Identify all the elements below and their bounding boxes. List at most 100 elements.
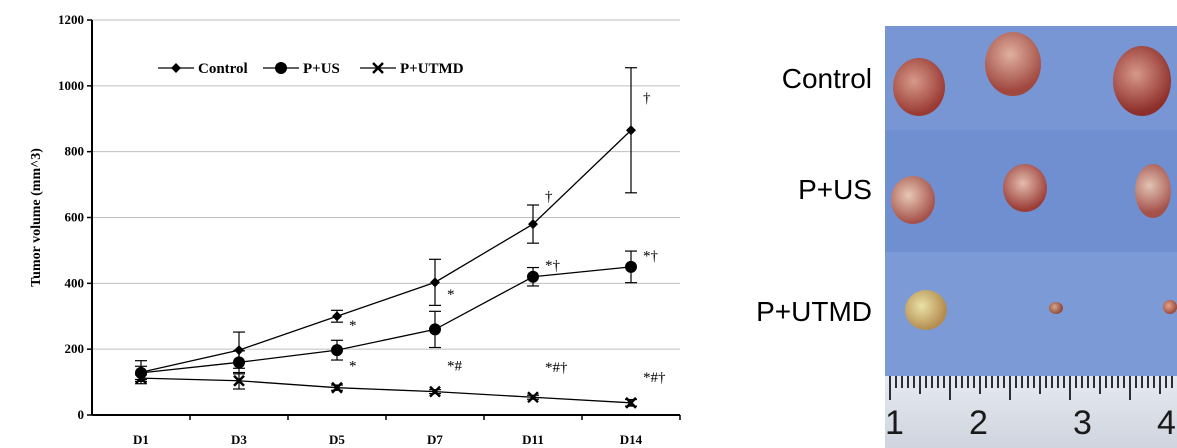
legend-marker-control [171, 63, 181, 73]
ruler-tick [1027, 376, 1029, 388]
data-point-p-utmd [625, 396, 637, 409]
data-point-p-utmd [233, 374, 245, 387]
y-tick-label: 0 [78, 407, 85, 422]
ruler-tick [1033, 376, 1035, 388]
ruler-tick [1165, 376, 1167, 388]
series-line-p-us [140, 266, 632, 374]
significance-mark: *† [545, 258, 561, 274]
ruler-tick [1153, 376, 1155, 388]
ruler-tick [967, 376, 969, 388]
ruler-tick [1141, 376, 1143, 388]
ruler-tick [949, 376, 951, 400]
ruler-tick [1117, 376, 1119, 388]
ruler-tick [1099, 376, 1101, 394]
data-point-control [234, 345, 244, 356]
tumor-p-us-2 [1003, 164, 1047, 212]
ruler-tick [1147, 376, 1149, 388]
marker-stroke [429, 385, 441, 398]
tumor-photograph: 1 2 3 4 [885, 26, 1177, 448]
ruler-tick [919, 376, 921, 394]
ruler-tick [1021, 376, 1023, 388]
ruler-tick [943, 376, 945, 388]
data-point-p-us [527, 270, 539, 283]
ruler-tick [1135, 376, 1137, 388]
marker-stroke [527, 391, 539, 404]
y-tick-label: 1000 [58, 78, 84, 93]
ruler-tick [1015, 376, 1017, 388]
significance-mark: *# [447, 359, 463, 375]
x-tick-label: D5 [329, 432, 345, 447]
ruler-tick [1129, 376, 1131, 400]
series-line-control [140, 129, 632, 373]
significance-mark: *† [643, 248, 659, 264]
data-point-p-us [331, 344, 343, 357]
y-tick-label: 1200 [58, 12, 84, 27]
legend-label-p-utmd: P+UTMD [400, 61, 464, 77]
ruler-tick [901, 376, 903, 388]
data-point-p-us [625, 260, 637, 273]
significance-mark: * [447, 287, 455, 303]
data-point-control [430, 277, 440, 288]
chart-svg: 0 200 400 600 800 1000 1200 D1 D3 D5 D7 D11 D14 Tumor… [29, 12, 681, 447]
ruler-tick [1039, 376, 1041, 394]
x-tick-label: D3 [231, 432, 247, 447]
legend-marker-p-us [275, 62, 287, 74]
ruler-tick [961, 376, 963, 388]
ruler: 1 2 3 4 [885, 376, 1177, 448]
significance-mark: * [349, 359, 357, 375]
marker-stroke [135, 372, 147, 385]
ruler-tick [1075, 376, 1077, 388]
tumor-photo-panel: Control P+US P+UTMD 1 2 3 4 [700, 0, 1177, 448]
ruler-tick [937, 376, 939, 388]
ruler-tick [913, 376, 915, 388]
ruler-number-1: 1 [885, 404, 904, 442]
ruler-tick [997, 376, 999, 388]
y-axis-title: Tumor volume (mm^3) [29, 148, 44, 287]
x-tick-label: D14 [620, 432, 643, 447]
ruler-tick [895, 376, 897, 388]
data-point-control [626, 125, 636, 136]
ruler-tick [1171, 376, 1173, 388]
ruler-number-2: 2 [969, 404, 988, 442]
marker-stroke [372, 62, 384, 74]
ruler-tick [1057, 376, 1059, 388]
data-point-control [528, 219, 538, 230]
ruler-tick [889, 376, 891, 400]
x-tick-label: D11 [522, 432, 544, 447]
significance-mark: † [643, 90, 651, 106]
legend-label-control: Control [198, 61, 248, 77]
legend-marker-p-utmd [372, 62, 384, 74]
ruler-tick [1093, 376, 1095, 388]
tumor-volume-chart: 0 200 400 600 800 1000 1200 D1 D3 D5 D7 D11 D14 Tumor… [29, 12, 681, 447]
y-tick-label: 800 [65, 144, 85, 159]
y-tick-label: 200 [65, 341, 85, 356]
ruler-tick [907, 376, 909, 388]
marker-stroke [233, 374, 245, 387]
ruler-tick [991, 376, 993, 388]
tumor-control-2 [985, 32, 1041, 96]
data-point-p-utmd [429, 385, 441, 398]
ruler-tick [1087, 376, 1089, 388]
ruler-tick [1003, 376, 1005, 388]
ruler-tick [1159, 376, 1161, 394]
ruler-tick [925, 376, 927, 388]
data-point-p-utmd [135, 372, 147, 385]
ruler-tick [1081, 376, 1083, 388]
y-tick-label: 600 [65, 210, 85, 225]
ruler-tick [1063, 376, 1065, 388]
ruler-tick [973, 376, 975, 388]
ruler-number-4: 4 [1157, 404, 1176, 442]
data-point-p-us [429, 323, 441, 336]
ruler-tick [1123, 376, 1125, 388]
data-point-p-utmd [527, 391, 539, 404]
tumor-p-utmd-3 [1163, 300, 1177, 314]
tumor-p-utmd-1 [905, 290, 947, 330]
ruler-tick [931, 376, 933, 388]
tumor-p-utmd-2 [1049, 302, 1063, 314]
legend-label-p-us: P+US [303, 61, 340, 77]
ruler-tick [1045, 376, 1047, 388]
tumor-control-1 [893, 58, 945, 116]
y-tick-label: 400 [65, 275, 85, 290]
tumor-control-3 [1113, 46, 1171, 116]
ruler-tick [955, 376, 957, 388]
